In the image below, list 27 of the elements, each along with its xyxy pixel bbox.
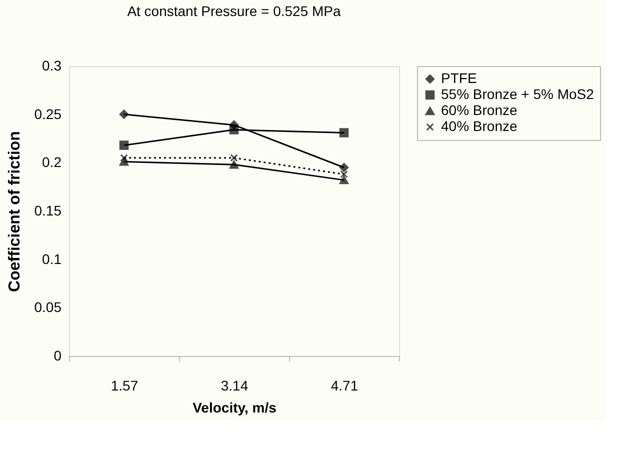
point <box>339 128 349 138</box>
legend-label: 55% Bronze + 5% MoS2 <box>441 86 594 102</box>
legend-label: 40% Bronze <box>441 118 518 134</box>
point <box>229 120 239 130</box>
y-tick-label: 0.15 <box>34 202 62 218</box>
x-axis-title: Velocity, m/s <box>192 400 277 416</box>
point <box>340 170 348 178</box>
y-tick-label: 0.05 <box>34 299 62 316</box>
point <box>230 154 238 162</box>
point <box>339 176 349 184</box>
legend-label: PTFE <box>441 70 477 86</box>
y-axis-title: Coefficient of friction <box>6 131 24 292</box>
y-tick-label: 0.2 <box>42 154 62 170</box>
legend-label: 60% Bronze <box>441 102 518 118</box>
y-tick-label: 0.25 <box>34 106 62 122</box>
point <box>339 162 349 172</box>
chart-title: At constant Pressure = 0.525 MPa <box>127 3 342 19</box>
x-tick-label: 3.14 <box>220 378 248 394</box>
point <box>229 160 239 169</box>
x-tick-label: 1.57 <box>110 378 138 394</box>
point <box>119 158 129 166</box>
y-tick-label: 0 <box>54 348 62 364</box>
y-tick-label: 0.3 <box>42 58 62 74</box>
x-tick-label: 4.71 <box>330 378 358 394</box>
point <box>119 140 129 150</box>
y-tick-label: 0.1 <box>42 250 62 267</box>
point <box>119 110 129 119</box>
